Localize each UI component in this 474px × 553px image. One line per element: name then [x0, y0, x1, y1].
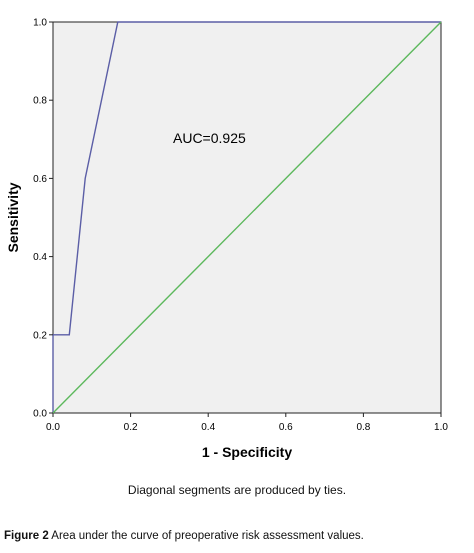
y-tick-label: 0.2: [33, 330, 47, 341]
y-axis-label: Sensitivity: [5, 182, 21, 252]
curves: [52, 21, 442, 414]
figure-caption-text: Area under the curve of preoperative ris…: [51, 530, 364, 542]
x-axis-ticks: 0.0 0.2 0.4 0.6 0.8 1.0: [46, 413, 448, 433]
figure-caption: Figure 2 Area under the curve of preoper…: [4, 530, 470, 542]
y-tick-label: 1.0: [33, 18, 47, 29]
x-axis-label: 1 - Specificity: [202, 444, 292, 460]
x-tick-label: 0.0: [46, 422, 60, 433]
x-tick-label: 1.0: [434, 422, 448, 433]
reference-line: [52, 21, 442, 414]
auc-annotation: AUC=0.925: [173, 130, 246, 146]
y-tick-label: 0.8: [33, 96, 47, 107]
x-tick-label: 0.6: [279, 422, 293, 433]
x-tick-label: 0.8: [356, 422, 370, 433]
roc-curve: [52, 21, 441, 413]
x-tick-label: 0.4: [201, 422, 215, 433]
y-tick-label: 0.4: [33, 252, 47, 263]
figure-label: Figure 2: [4, 530, 49, 542]
y-tick-label: 0.6: [33, 174, 47, 185]
ties-note: Diagonal segments are produced by ties.: [127, 483, 347, 497]
y-tick-label: 0.0: [33, 409, 47, 420]
y-axis-ticks: 0.0 0.2 0.4 0.6 0.8 1.0: [33, 18, 53, 420]
roc-chart: 0.0 0.2 0.4 0.6 0.8 1.0 0.0 0.2 0.4 0.6 0.8 1.0 AU…: [5, 18, 448, 461]
x-tick-label: 0.2: [124, 422, 138, 433]
